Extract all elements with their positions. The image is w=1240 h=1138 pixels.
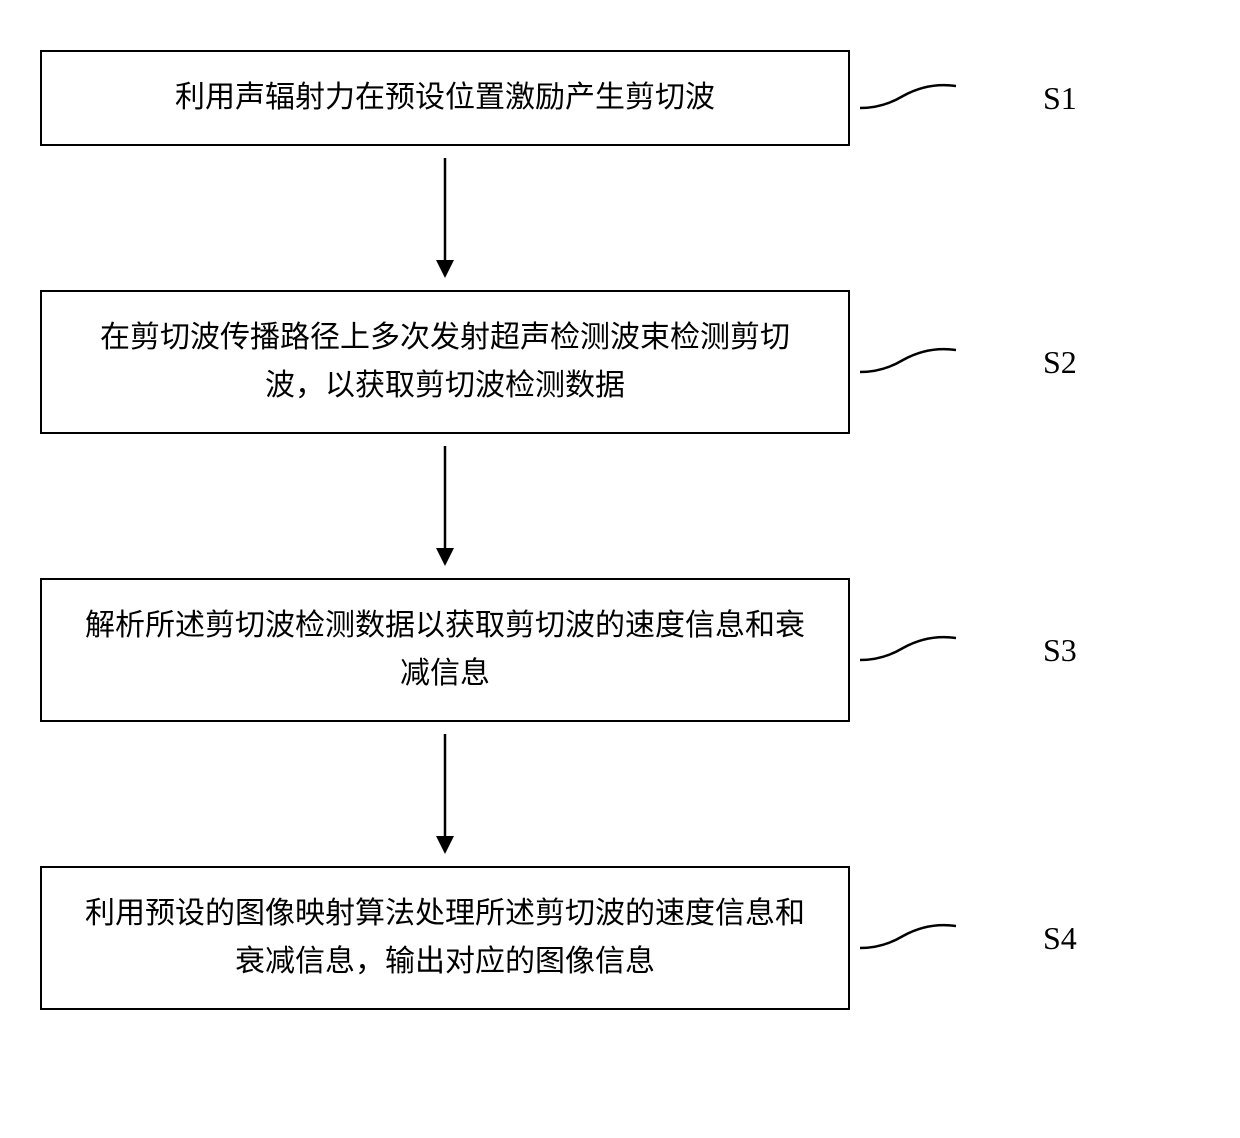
arrow-down-icon	[430, 158, 460, 278]
step-label-4: S4	[1043, 920, 1077, 957]
step-box-3: 解析所述剪切波检测数据以获取剪切波的速度信息和衰减信息	[40, 578, 850, 722]
flow-row: 在剪切波传播路径上多次发射超声检测波束检测剪切波，以获取剪切波检测数据 S2	[40, 290, 1200, 434]
curve-icon	[858, 78, 958, 118]
curve-icon	[858, 918, 958, 958]
flow-row: 利用声辐射力在预设位置激励产生剪切波 S1	[40, 50, 1200, 146]
arrow-down-icon	[430, 734, 460, 854]
flow-row: 解析所述剪切波检测数据以获取剪切波的速度信息和衰减信息 S3	[40, 578, 1200, 722]
step-box-4: 利用预设的图像映射算法处理所述剪切波的速度信息和衰减信息，输出对应的图像信息	[40, 866, 850, 1010]
flowchart-container: 利用声辐射力在预设位置激励产生剪切波 S1 在剪切波传播路径上多次发射超声检测波…	[40, 50, 1200, 1010]
arrow-down-icon	[430, 446, 460, 566]
step-connector-2: S2	[858, 342, 1077, 382]
step-label-2: S2	[1043, 344, 1077, 381]
step-connector-4: S4	[858, 918, 1077, 958]
step-box-1: 利用声辐射力在预设位置激励产生剪切波	[40, 50, 850, 146]
arrow-1	[40, 146, 850, 290]
curve-icon	[858, 342, 958, 382]
step-label-1: S1	[1043, 80, 1077, 117]
curve-icon	[858, 630, 958, 670]
step-connector-3: S3	[858, 630, 1077, 670]
arrow-3	[40, 722, 850, 866]
arrow-2	[40, 434, 850, 578]
step-label-3: S3	[1043, 632, 1077, 669]
step-connector-1: S1	[858, 78, 1077, 118]
step-box-2: 在剪切波传播路径上多次发射超声检测波束检测剪切波，以获取剪切波检测数据	[40, 290, 850, 434]
flow-row: 利用预设的图像映射算法处理所述剪切波的速度信息和衰减信息，输出对应的图像信息 S…	[40, 866, 1200, 1010]
